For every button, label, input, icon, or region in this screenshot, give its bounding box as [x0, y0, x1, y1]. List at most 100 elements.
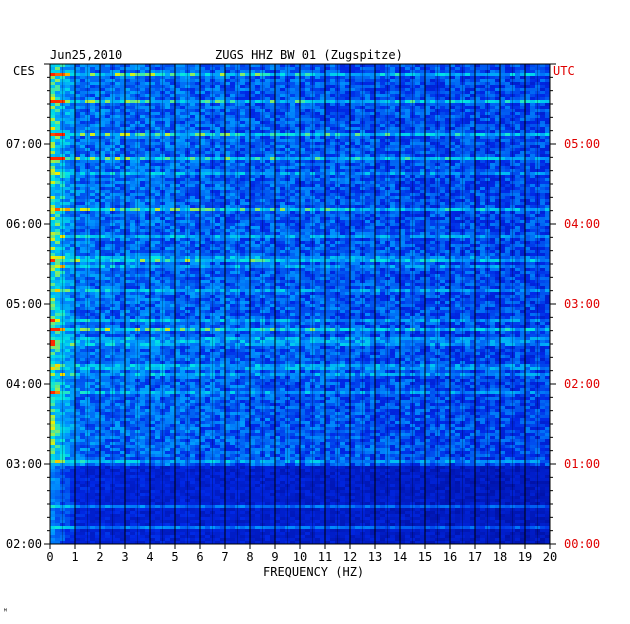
- heatmap-cell: [290, 208, 295, 211]
- heatmap-cell: [155, 202, 160, 205]
- heatmap-cell: [500, 184, 505, 187]
- heatmap-cell: [145, 190, 150, 193]
- heatmap-cell: [130, 154, 135, 157]
- heatmap-cell: [290, 196, 295, 199]
- heatmap-cell: [290, 76, 295, 79]
- heatmap-cell: [165, 205, 170, 208]
- heatmap-cell: [295, 178, 300, 181]
- heatmap-cell: [365, 139, 370, 142]
- heatmap-cell: [230, 97, 235, 100]
- heatmap-cell: [245, 67, 250, 70]
- heatmap-cell: [190, 196, 195, 199]
- heatmap-cell: [500, 130, 505, 133]
- heatmap-cell: [225, 76, 230, 79]
- heatmap-cell: [375, 163, 380, 166]
- heatmap-cell: [125, 190, 130, 193]
- heatmap-cell: [125, 106, 130, 109]
- heatmap-cell: [200, 157, 205, 160]
- heatmap-cell: [300, 124, 305, 127]
- heatmap-cell: [400, 139, 405, 142]
- heatmap-cell: [165, 124, 170, 127]
- heatmap-cell: [515, 130, 520, 133]
- heatmap-cell: [505, 88, 510, 91]
- heatmap-cell: [495, 88, 500, 91]
- heatmap-cell: [305, 199, 310, 202]
- heatmap-cell: [220, 151, 225, 154]
- heatmap-cell: [525, 145, 530, 148]
- heatmap-cell: [330, 169, 335, 172]
- heatmap-cell: [470, 205, 475, 208]
- heatmap-cell: [95, 127, 100, 130]
- heatmap-cell: [80, 166, 85, 169]
- heatmap-cell: [175, 82, 180, 85]
- heatmap-cell: [490, 160, 495, 163]
- heatmap-cell: [515, 199, 520, 202]
- heatmap-cell: [490, 106, 495, 109]
- heatmap-cell: [400, 133, 405, 136]
- heatmap-cell: [130, 76, 135, 79]
- heatmap-cell: [315, 163, 320, 166]
- heatmap-cell: [475, 115, 480, 118]
- heatmap-cell: [515, 160, 520, 163]
- heatmap-cell: [155, 91, 160, 94]
- heatmap-cell: [100, 205, 105, 208]
- heatmap-cell: [355, 139, 360, 142]
- heatmap-cell: [170, 181, 175, 184]
- heatmap-cell: [105, 85, 110, 88]
- heatmap-cell: [265, 151, 270, 154]
- heatmap-cell: [340, 100, 345, 103]
- heatmap-cell: [350, 199, 355, 202]
- heatmap-cell: [125, 151, 130, 154]
- heatmap-cell: [245, 163, 250, 166]
- heatmap-cell: [280, 97, 285, 100]
- heatmap-cell: [65, 70, 70, 73]
- heatmap-cell: [370, 151, 375, 154]
- heatmap-cell: [215, 79, 220, 82]
- heatmap-cell: [325, 121, 330, 124]
- heatmap-cell: [120, 199, 125, 202]
- heatmap-cell: [525, 205, 530, 208]
- heatmap-cell: [215, 115, 220, 118]
- heatmap-cell: [170, 196, 175, 199]
- heatmap-cell: [515, 145, 520, 148]
- heatmap-cell: [90, 139, 95, 142]
- heatmap-cell: [280, 100, 285, 103]
- heatmap-cell: [365, 154, 370, 157]
- heatmap-cell: [470, 133, 475, 136]
- heatmap-cell: [320, 88, 325, 91]
- heatmap-cell: [320, 118, 325, 121]
- heatmap-cell: [330, 184, 335, 187]
- heatmap-cell: [240, 91, 245, 94]
- heatmap-cell: [415, 103, 420, 106]
- heatmap-cell: [155, 178, 160, 181]
- heatmap-cell: [515, 133, 520, 136]
- heatmap-cell: [450, 130, 455, 133]
- heatmap-cell: [300, 211, 305, 214]
- heatmap-cell: [380, 190, 385, 193]
- heatmap-cell: [315, 211, 320, 214]
- heatmap-cell: [545, 157, 550, 160]
- heatmap-cell: [440, 79, 445, 82]
- heatmap-cell: [380, 85, 385, 88]
- heatmap-cell: [475, 127, 480, 130]
- heatmap-cell: [225, 151, 230, 154]
- heatmap-cell: [430, 199, 435, 202]
- heatmap-cell: [450, 136, 455, 139]
- heatmap-cell: [165, 169, 170, 172]
- heatmap-cell: [465, 187, 470, 190]
- heatmap-cell: [250, 196, 255, 199]
- heatmap-cell: [345, 76, 350, 79]
- heatmap-cell: [375, 73, 380, 76]
- heatmap-cell: [90, 112, 95, 115]
- heatmap-cell: [545, 145, 550, 148]
- heatmap-cell: [50, 112, 55, 115]
- heatmap-cell: [105, 169, 110, 172]
- heatmap-cell: [200, 169, 205, 172]
- heatmap-cell: [150, 94, 155, 97]
- heatmap-cell: [405, 178, 410, 181]
- heatmap-cell: [290, 115, 295, 118]
- heatmap-cell: [50, 76, 55, 79]
- heatmap-cell: [450, 76, 455, 79]
- heatmap-cell: [280, 193, 285, 196]
